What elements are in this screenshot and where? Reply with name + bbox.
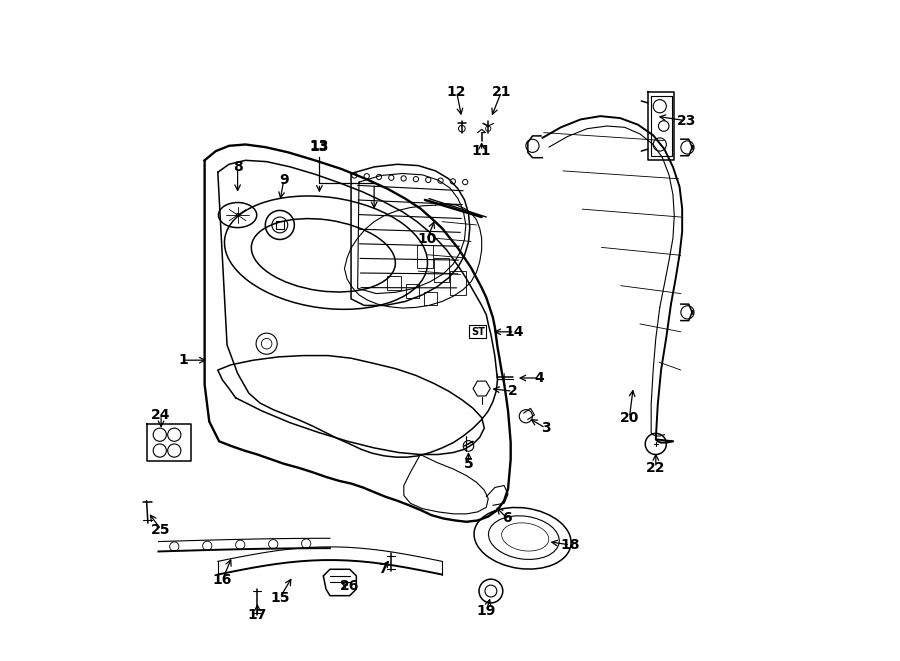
Text: 17: 17 [248,609,267,623]
Text: 2: 2 [508,384,518,398]
Text: 20: 20 [620,410,639,424]
Text: 14: 14 [505,325,525,339]
Text: 13: 13 [310,140,329,154]
Text: 11: 11 [472,144,491,158]
Text: 12: 12 [446,85,466,98]
Text: 9: 9 [279,173,289,187]
Bar [387,276,400,290]
Bar [450,271,466,295]
Bar [434,258,449,282]
Text: 21: 21 [491,85,511,98]
Text: 13: 13 [310,139,329,153]
Text: 8: 8 [233,160,242,174]
Text: 1: 1 [178,353,188,367]
Text: 3: 3 [541,421,551,435]
Bar [417,245,433,268]
Text: 24: 24 [151,408,171,422]
Text: ST: ST [471,327,484,337]
Text: 10: 10 [418,233,436,247]
Text: 4: 4 [535,371,544,385]
Text: 15: 15 [270,591,290,605]
Text: 26: 26 [340,580,359,594]
Bar [406,284,419,297]
Text: 25: 25 [151,523,171,537]
Bar [276,221,284,229]
Text: 22: 22 [646,461,665,475]
Text: 16: 16 [212,573,232,587]
Text: 18: 18 [561,538,580,552]
Text: 7: 7 [378,563,388,576]
Text: 5: 5 [464,457,473,471]
Text: 6: 6 [502,512,512,525]
Text: 19: 19 [477,604,496,618]
Bar [424,292,437,305]
Text: 23: 23 [677,114,696,128]
